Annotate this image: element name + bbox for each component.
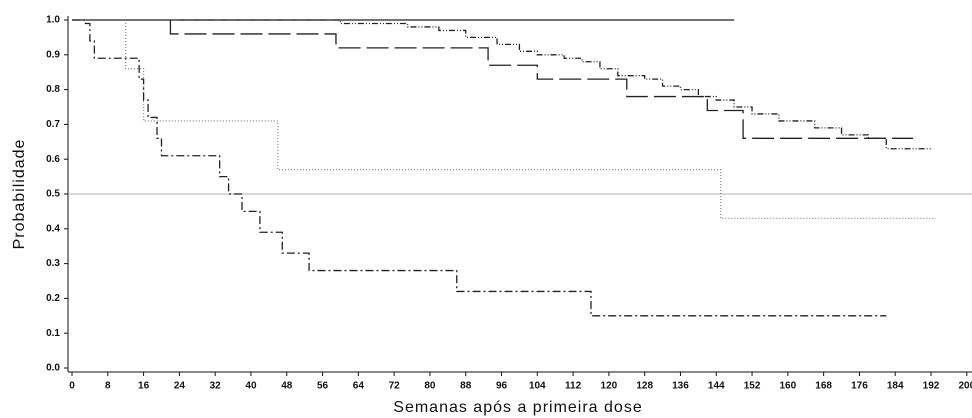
y-tick-label: 0.0 — [46, 363, 60, 374]
x-tick-label: 184 — [887, 381, 904, 392]
x-tick-label: 0 — [69, 381, 75, 392]
x-tick-label: 32 — [210, 381, 222, 392]
x-tick-label: 112 — [565, 381, 582, 392]
x-tick-label: 192 — [923, 381, 940, 392]
x-tick-label: 160 — [779, 381, 796, 392]
x-tick-label: 176 — [851, 381, 868, 392]
y-tick-label: 1.0 — [46, 15, 60, 26]
x-tick-label: 128 — [636, 381, 653, 392]
y-tick-label: 0.9 — [46, 49, 60, 60]
x-tick-label: 104 — [529, 381, 546, 392]
survival-curve — [125, 20, 936, 220]
x-tick-label: 40 — [245, 381, 257, 392]
y-tick-label: 0.1 — [46, 328, 60, 339]
y-tick-label: 0.2 — [46, 293, 60, 304]
x-tick-label: 80 — [424, 381, 436, 392]
y-tick-label: 0.6 — [46, 154, 60, 165]
y-axis-title: Probabilidade — [11, 139, 28, 250]
x-tick-label: 96 — [496, 381, 508, 392]
x-tick-label: 72 — [389, 381, 401, 392]
x-tick-label: 152 — [744, 381, 761, 392]
x-tick-label: 56 — [317, 381, 329, 392]
survival-curve — [179, 19, 932, 150]
y-tick-label: 0.4 — [46, 223, 60, 234]
x-tick-label: 88 — [460, 381, 472, 392]
x-tick-label: 64 — [353, 381, 365, 392]
x-tick-label: 8 — [105, 381, 111, 392]
x-tick-label: 144 — [708, 381, 725, 392]
y-tick-label: 0.7 — [46, 119, 60, 130]
y-tick-label: 0.3 — [46, 258, 60, 269]
x-axis-title: Semanas após a primeira dose — [393, 399, 642, 416]
survival-curve — [169, 20, 914, 139]
y-tick-label: 0.5 — [46, 189, 60, 200]
x-tick-label: 168 — [815, 381, 832, 392]
survival-curve — [72, 19, 887, 317]
x-tick-label: 16 — [138, 381, 150, 392]
x-tick-label: 120 — [601, 381, 618, 392]
x-tick-label: 200 — [958, 381, 972, 392]
x-tick-label: 48 — [281, 381, 293, 392]
x-tick-label: 24 — [174, 381, 186, 392]
y-tick-label: 0.8 — [46, 84, 60, 95]
x-tick-label: 136 — [672, 381, 689, 392]
